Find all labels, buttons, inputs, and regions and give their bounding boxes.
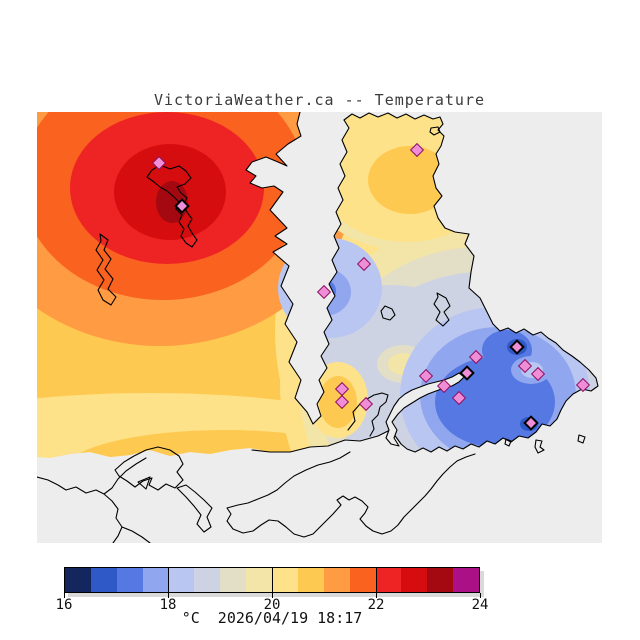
lagoon-coastline [347, 392, 389, 437]
station-marker [316, 284, 332, 300]
islet-northeast [429, 126, 441, 136]
lake-outline-elk [433, 292, 451, 327]
colorbar-tick-label: 16 [55, 597, 73, 613]
colorbar-unit-label: °C 2026/04/19 18:17 [181, 609, 363, 627]
colorbar-cell [401, 568, 428, 592]
south-shore-coastline [226, 451, 476, 538]
colorbar-cell [349, 568, 376, 592]
colorbar-cell [220, 568, 247, 592]
colorbar-tick [64, 593, 65, 598]
island-tail-outline [176, 484, 213, 533]
station-marker [523, 415, 539, 431]
coastlines [37, 112, 599, 543]
colorbar-tick [168, 593, 169, 598]
temperature-colorbar [64, 567, 480, 593]
colorbar-cell [297, 568, 324, 592]
station-marker [436, 378, 452, 394]
colorbar-cell [168, 568, 195, 592]
colorbar-cell [65, 568, 91, 592]
station-marker [575, 377, 591, 393]
lake-outline-northwest [146, 164, 198, 248]
station-marker [530, 366, 546, 382]
station-marker [356, 256, 372, 272]
colorbar-separator [168, 567, 169, 593]
temperature-map [37, 112, 602, 543]
colorbar-cell [272, 568, 298, 592]
colorbar-tick-label: 18 [159, 597, 177, 613]
island-outline-southwest [114, 446, 184, 491]
station-marker [334, 394, 350, 410]
station-marker [418, 368, 434, 384]
southwest-inner-coast-b [121, 526, 151, 543]
colorbar-cell [323, 568, 350, 592]
page-title: VictoriaWeather.ca -- Temperature [153, 91, 485, 109]
islet-south-c [577, 434, 586, 444]
lake-outline-small [380, 305, 396, 321]
colorbar-cell [246, 568, 272, 592]
colorbar-cell [90, 568, 117, 592]
colorbar-tick [480, 593, 481, 598]
station-marker [174, 198, 190, 214]
harbour-coastline [385, 372, 465, 447]
station-marker [517, 358, 533, 374]
colorbar-cell [194, 568, 221, 592]
colorbar-tick [376, 593, 377, 598]
station-marker [451, 390, 467, 406]
colorbar-cell [142, 568, 169, 592]
station-marker [409, 142, 425, 158]
colorbar-tick-label: 20 [263, 597, 281, 613]
temperature-band [368, 146, 452, 214]
southwest-coastline [37, 457, 147, 495]
station-marker [468, 349, 484, 365]
colorbar-separator [376, 567, 377, 593]
colorbar-tick [272, 593, 273, 598]
islet-south-b [534, 439, 545, 454]
colorbar-cell [375, 568, 402, 592]
station-marker [151, 155, 167, 171]
station-markers [151, 142, 591, 431]
inlet-coastline [245, 112, 350, 425]
colorbar-tick-label: 24 [471, 597, 489, 613]
islet-triangle-inner [137, 476, 151, 490]
station-marker [358, 396, 374, 412]
colorbar-tick-label: 22 [367, 597, 385, 613]
colorbar-separator [272, 567, 273, 593]
colorbar-cell [427, 568, 454, 592]
southwest-inner-coast-a [103, 493, 123, 543]
lake-outline-west [95, 233, 117, 306]
station-marker [459, 365, 475, 381]
station-marker [334, 381, 350, 397]
peninsula-coastline [251, 112, 599, 453]
station-marker [509, 339, 525, 355]
islet-south-a [504, 438, 512, 447]
colorbar-cell [453, 568, 479, 592]
colorbar-cell [116, 568, 143, 592]
